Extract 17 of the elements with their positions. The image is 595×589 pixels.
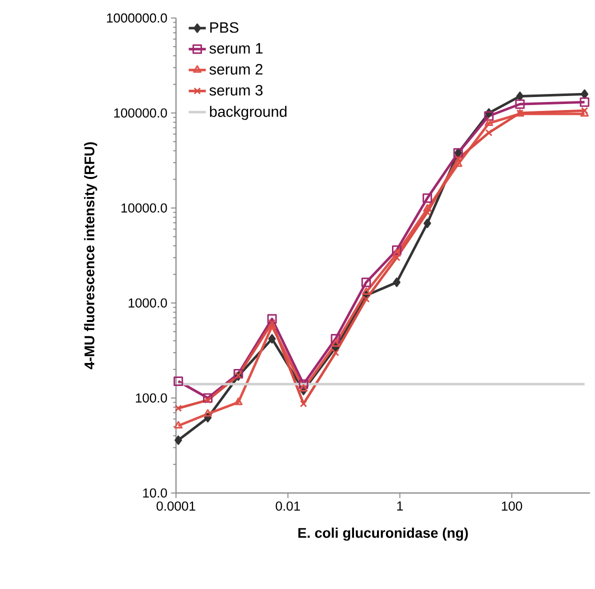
x-tick-label: 100 (502, 502, 522, 511)
legend-label: serum 2 (209, 64, 262, 75)
y-tick-label: 1000000.0 (107, 13, 167, 23)
legend-label: PBS (210, 22, 238, 33)
legend-label: serum 3 (209, 84, 263, 96)
legend-label: serum 1 (209, 43, 262, 54)
x-tick-label: 0.01 (276, 502, 300, 511)
legend-label: background (210, 106, 286, 120)
x-tick-label: 0.0001 (156, 502, 196, 511)
y-tick-label: 1000.0 (128, 298, 167, 308)
y-tick-label: 10000.0 (121, 203, 167, 213)
x-tick-label: 1 (397, 502, 403, 510)
y-tick-label: 10.0 (143, 488, 167, 498)
y-axis-title: 4-MU fluorescence intensity (RFU) (84, 142, 98, 370)
y-tick-label: 100000.0 (114, 108, 167, 118)
y-tick-label: 100.0 (136, 393, 167, 403)
x-axis-title: E. coli glucuronidase (ng) (298, 528, 468, 541)
